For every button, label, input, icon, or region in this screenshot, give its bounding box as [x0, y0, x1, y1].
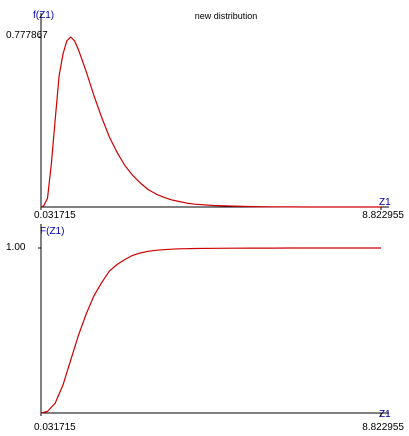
density-panel: new distribution f(Z1) 0.777867 Z1 0.031… [6, 10, 404, 221]
cdf-x-max-tick-label: 8.822955 [362, 422, 404, 433]
cdf-plot-area [38, 224, 389, 416]
density-x-min-tick-label: 0.031715 [34, 210, 76, 221]
density-y-max-tick-label: 0.777867 [6, 30, 48, 41]
density-x-max-tick-label: 8.822955 [362, 210, 404, 221]
density-plot-area [38, 13, 389, 210]
density-x-axis-label: Z1 [379, 197, 391, 208]
density-y-axis-label: f(Z1) [33, 10, 54, 21]
cdf-panel: F(Z1) 1.00 Z1 0.031715 8.822955 [6, 224, 404, 433]
cdf-x-min-tick-label: 0.031715 [34, 422, 76, 433]
cdf-x-axis-label: Z1 [379, 409, 391, 420]
density-series-line [40, 36, 381, 208]
cdf-series-line [40, 247, 381, 414]
cdf-y-max-tick-label: 1.00 [6, 242, 26, 253]
chart-title: new distribution [195, 11, 258, 21]
cdf-y-axis-label: F(Z1) [40, 226, 64, 237]
